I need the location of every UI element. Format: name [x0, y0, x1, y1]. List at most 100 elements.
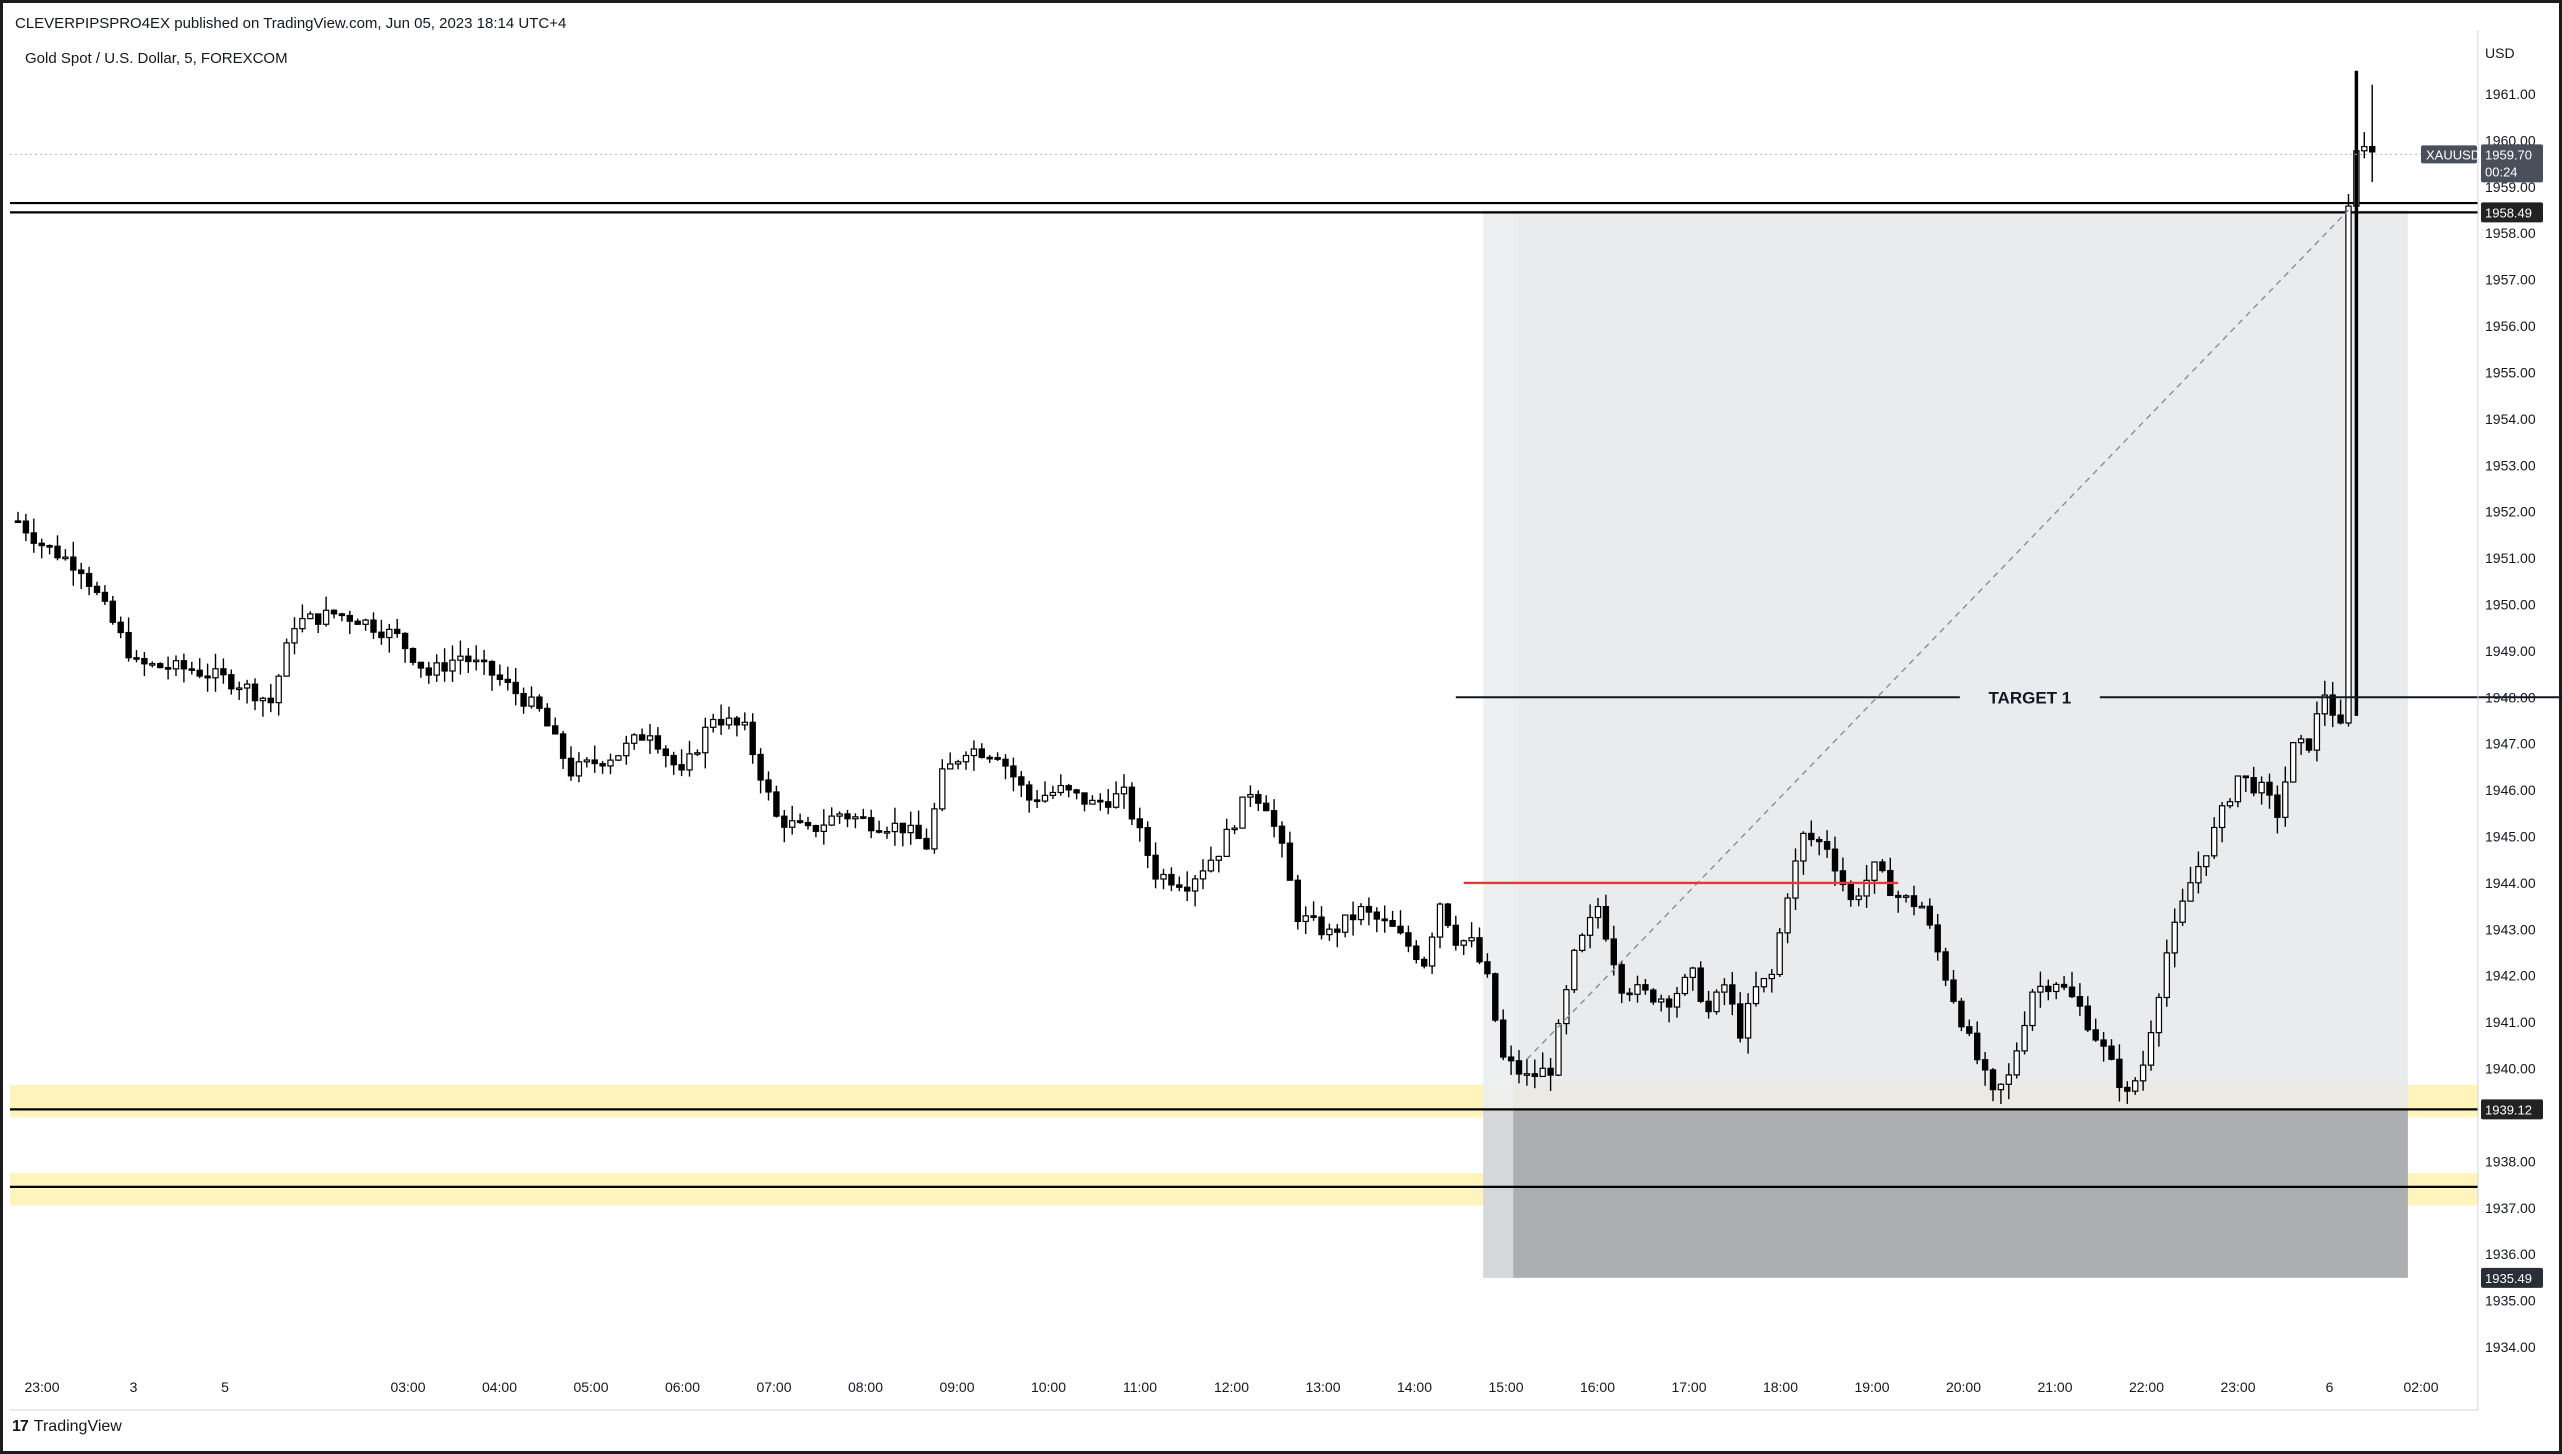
candle-body: [70, 556, 77, 571]
candle: [473, 645, 480, 671]
candle: [1894, 890, 1902, 913]
candle-body: [725, 717, 733, 726]
candles-layer: [14, 70, 2376, 1105]
candle-body: [164, 667, 172, 670]
candle-body: [765, 779, 772, 793]
candle: [1981, 1051, 1989, 1086]
candle-body: [2084, 1005, 2091, 1031]
candle-body: [2100, 1039, 2107, 1047]
candle-body: [1428, 936, 1436, 967]
candle-body: [1910, 895, 1918, 908]
candle: [1389, 910, 1396, 928]
y-tick-label: 1959.00: [2485, 179, 2536, 195]
candle: [2290, 742, 2297, 783]
candle-body: [844, 813, 851, 820]
candle-body: [662, 748, 670, 757]
candle: [2005, 1063, 2012, 1100]
candle-body: [2329, 694, 2336, 716]
y-tick-label: 1953.00: [2485, 457, 2536, 473]
candle-body: [1041, 794, 1049, 802]
candle-body: [157, 663, 164, 669]
candle-body: [1792, 860, 1799, 899]
candle: [346, 610, 354, 635]
candle-body: [867, 817, 875, 832]
candle: [77, 562, 85, 590]
candle-body: [85, 572, 93, 587]
symbol-title[interactable]: Gold Spot / U.S. Dollar, 5, FOREXCOM: [25, 50, 288, 67]
candle: [2234, 775, 2242, 808]
candle: [1144, 821, 1151, 869]
candle-body: [607, 759, 614, 767]
candle-body: [196, 669, 203, 677]
candle: [386, 623, 393, 653]
candle: [496, 664, 504, 686]
candle: [749, 713, 756, 764]
candle-body: [828, 815, 835, 826]
x-tick-label: 03:00: [390, 1379, 425, 1395]
candle: [1326, 923, 1333, 941]
target-label: TARGET 1: [1988, 688, 2071, 707]
candle-body: [2250, 777, 2257, 794]
position-layer: [1483, 210, 2408, 1278]
candle: [204, 663, 211, 692]
candle-body: [1926, 905, 1933, 926]
candle-body: [354, 620, 361, 625]
candle: [1815, 836, 1823, 856]
candle: [1673, 986, 1681, 1018]
symbol-tag-bg: [2421, 145, 2477, 164]
candle: [275, 674, 282, 716]
price-tags: XAUUSD 1959.70 00:24 1958.49 1939.12 1935.49: [2421, 144, 2543, 1288]
candle: [267, 684, 275, 713]
candle-body: [1018, 776, 1025, 786]
candle-body: [1420, 958, 1428, 967]
tradingview-logo[interactable]: 17 TradingView: [12, 1418, 122, 1436]
candle-body: [1507, 1056, 1515, 1062]
candle-body: [923, 837, 930, 850]
x-tick-label: 04:00: [482, 1379, 517, 1395]
candle: [1247, 785, 1254, 808]
candle-body: [946, 763, 954, 770]
candle-body: [686, 753, 693, 771]
candle: [1934, 914, 1941, 961]
candle-body: [1665, 998, 1673, 1008]
candle: [2139, 1050, 2147, 1091]
candle-body: [1942, 951, 1949, 981]
candle: [2045, 979, 2052, 1001]
candle-body: [820, 824, 828, 832]
candle-body: [2116, 1058, 2123, 1088]
candle-body: [1626, 992, 1633, 996]
candle: [623, 735, 630, 765]
level-tag-3: 1939.12: [2485, 1102, 2532, 1117]
candle-body: [1950, 979, 1957, 1002]
candle: [2345, 194, 2352, 727]
candle: [520, 687, 527, 714]
candle: [2305, 738, 2313, 753]
candle-body: [2053, 983, 2060, 993]
candle: [1871, 861, 1878, 894]
candle-body: [401, 632, 409, 650]
candle: [1571, 948, 1578, 994]
candle: [1563, 985, 1570, 1035]
candle: [2076, 983, 2084, 1016]
candle: [1373, 907, 1380, 933]
candle-body: [1634, 984, 1641, 995]
countdown-tag: 00:24: [2485, 164, 2518, 179]
y-tick-label: 1956.00: [2485, 318, 2536, 334]
candle: [1863, 865, 1870, 908]
candle: [2021, 1011, 2028, 1055]
position-stop-area: [1483, 1109, 2408, 1278]
candle: [1642, 978, 1649, 995]
candle-body: [2068, 986, 2076, 998]
candle-body: [804, 821, 812, 827]
y-tick-label: 1935.00: [2485, 1293, 2536, 1309]
candle: [1270, 799, 1278, 838]
candle-body: [986, 756, 993, 760]
candle: [2155, 993, 2163, 1047]
candle-body: [1033, 799, 1041, 803]
candle: [1089, 795, 1096, 805]
candle: [1255, 790, 1262, 811]
candle-body: [236, 687, 243, 691]
candle-body: [330, 609, 338, 615]
candle: [1357, 903, 1365, 926]
